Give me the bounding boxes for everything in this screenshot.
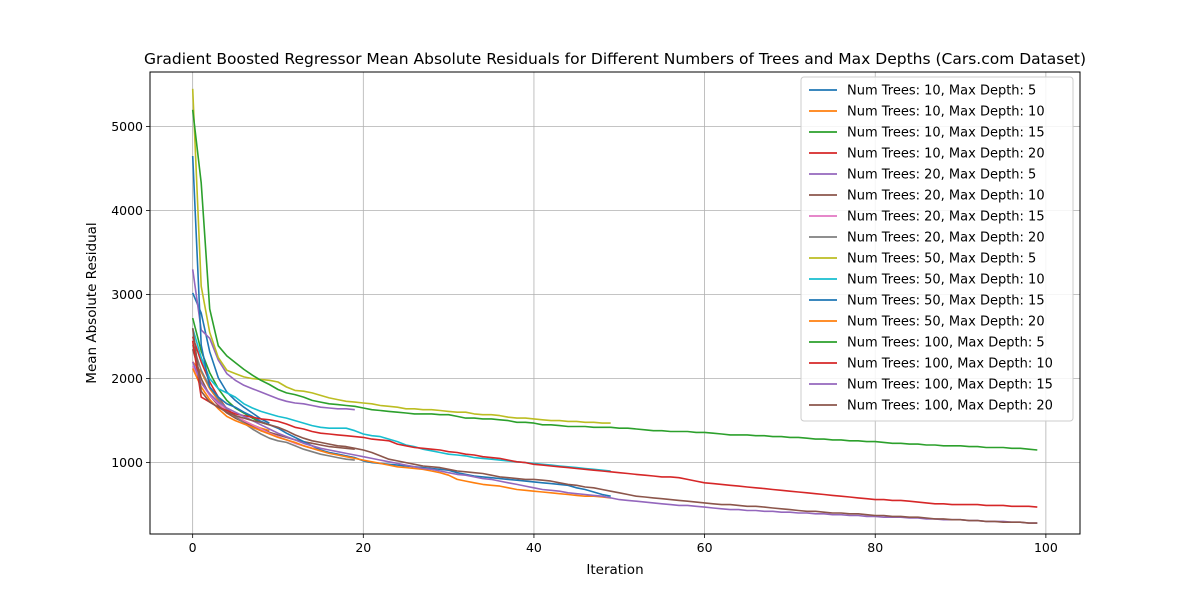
- legend-label: Num Trees: 50, Max Depth: 10: [847, 273, 1045, 288]
- legend-label: Num Trees: 100, Max Depth: 15: [847, 378, 1053, 393]
- legend-label: Num Trees: 50, Max Depth: 5: [847, 252, 1036, 267]
- series-line-12: [191, 368, 611, 499]
- legend-label: Num Trees: 10, Max Depth: 20: [847, 147, 1045, 162]
- series-line-1: [191, 292, 270, 424]
- series-line-14: [191, 340, 1038, 508]
- series-line-8: [191, 344, 355, 461]
- legend-box: [800, 76, 1074, 422]
- y-tick-label: 5000: [111, 119, 143, 134]
- legend-label: Num Trees: 20, Max Depth: 10: [847, 189, 1045, 204]
- series-line-9: [191, 88, 611, 424]
- x-tick-label: 60: [697, 540, 713, 555]
- legend-label: Num Trees: 20, Max Depth: 20: [847, 231, 1045, 246]
- y-tick-label: 3000: [111, 287, 143, 302]
- series-line-13: [191, 109, 1038, 451]
- x-tick-label: 0: [189, 540, 197, 555]
- legend: Num Trees: 10, Max Depth: 5 Num Trees: 10…: [800, 76, 1074, 422]
- legend-label: Num Trees: 20, Max Depth: 5: [847, 168, 1036, 183]
- series-line-3: [191, 317, 270, 426]
- x-tick-label: 40: [526, 540, 542, 555]
- legend-label: Num Trees: 20, Max Depth: 15: [847, 210, 1045, 225]
- x-tick-label: 100: [1034, 540, 1058, 555]
- x-axis-label: Iteration: [586, 562, 643, 578]
- legend-label: Num Trees: 10, Max Depth: 5: [847, 84, 1036, 99]
- x-tick-label: 20: [355, 540, 371, 555]
- chart-title: Gradient Boosted Regressor Mean Absolute…: [144, 50, 1086, 68]
- legend-label: Num Trees: 10, Max Depth: 10: [847, 105, 1045, 120]
- plot-frame: [149, 71, 1081, 535]
- y-tick-label: 4000: [111, 203, 143, 218]
- legend-label: Num Trees: 10, Max Depth: 15: [847, 126, 1045, 141]
- y-axis-label: Mean Absolute Residual: [84, 222, 100, 383]
- series-lines: [191, 88, 1038, 524]
- legend-label: Num Trees: 100, Max Depth: 5: [847, 336, 1045, 351]
- y-tick-label: 2000: [111, 371, 143, 386]
- series-line-6: [191, 348, 355, 450]
- x-tick-label: 80: [867, 540, 883, 555]
- series-line-16: [191, 328, 1038, 524]
- series-line-5: [191, 269, 355, 411]
- legend-label: Num Trees: 50, Max Depth: 15: [847, 294, 1045, 309]
- legend-label: Num Trees: 50, Max Depth: 20: [847, 315, 1045, 330]
- legend-label: Num Trees: 100, Max Depth: 20: [847, 399, 1053, 414]
- series-line-10: [191, 327, 611, 472]
- y-tick-label: 1000: [111, 455, 143, 470]
- axis-ticks: 0 20 40 60 80 100 1000 2000 3000 4000 5000: [111, 119, 1058, 555]
- legend-label: Num Trees: 100, Max Depth: 10: [847, 357, 1053, 372]
